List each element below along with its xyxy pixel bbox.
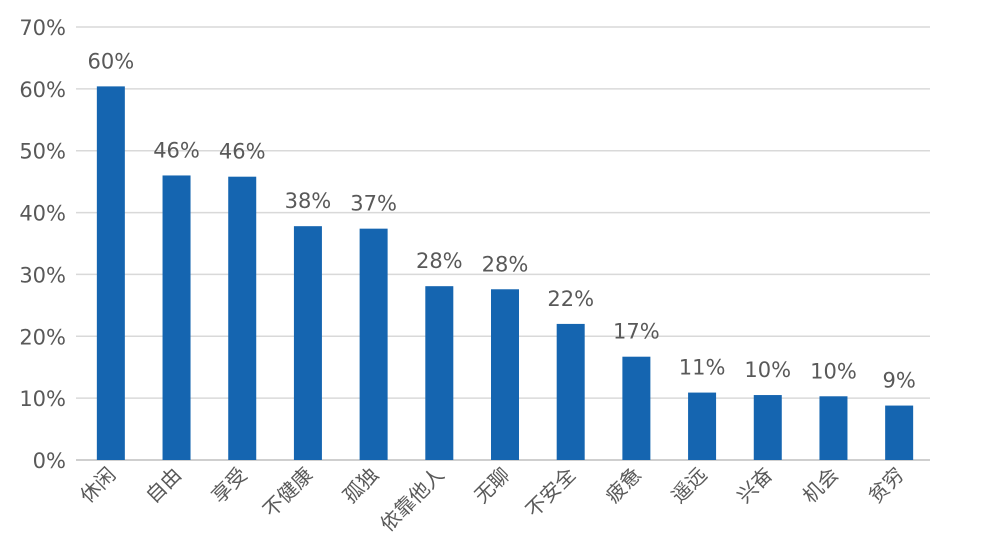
y-tick-label: 10% xyxy=(19,387,66,411)
bar xyxy=(688,392,717,460)
data-label: 22% xyxy=(547,287,594,311)
bar xyxy=(228,176,257,461)
data-label: 46% xyxy=(153,138,200,162)
bar xyxy=(622,356,651,460)
x-tick-label: 机会 xyxy=(798,463,843,508)
bar xyxy=(425,286,454,460)
bar xyxy=(491,289,519,460)
data-label: 46% xyxy=(219,140,266,164)
bar xyxy=(556,323,585,460)
bar xyxy=(819,396,848,460)
x-tick-label: 遥远 xyxy=(666,463,711,508)
bar xyxy=(96,86,125,460)
y-tick-label: 0% xyxy=(33,449,66,473)
data-label: 17% xyxy=(613,320,660,344)
bar xyxy=(293,226,322,460)
bar xyxy=(359,228,388,460)
data-labels: 60% 46% 46% 38% 37% 28% 28% 22% 17% 11% 10% 10% 9% xyxy=(88,49,916,392)
x-tick-label: 不健康 xyxy=(258,463,317,522)
y-tick-label: 40% xyxy=(19,202,66,226)
x-tick-label: 疲惫 xyxy=(601,463,646,508)
x-tick-label: 无聊 xyxy=(469,463,514,508)
y-tick-label: 20% xyxy=(19,325,66,349)
data-label: 28% xyxy=(482,252,529,276)
data-label: 28% xyxy=(416,249,463,273)
x-tick-label: 享受 xyxy=(207,463,252,508)
x-tick-label: 自由 xyxy=(141,463,186,508)
data-label: 10% xyxy=(810,359,857,383)
bar xyxy=(885,405,914,460)
data-label: 60% xyxy=(88,49,135,73)
bar xyxy=(162,175,191,460)
data-label: 37% xyxy=(350,192,397,216)
y-tick-label: 30% xyxy=(19,263,66,287)
y-tick-label: 70% xyxy=(19,16,66,40)
x-tick-label: 孤独 xyxy=(338,463,383,508)
x-tick-label: 兴奋 xyxy=(732,463,777,508)
data-label: 38% xyxy=(285,189,332,213)
x-tick-label: 贫穷 xyxy=(863,463,908,508)
bars xyxy=(96,86,914,461)
x-tick-label: 依靠他人 xyxy=(375,463,449,537)
y-tick-label: 60% xyxy=(19,78,66,102)
x-tick-label: 休闲 xyxy=(75,463,120,508)
x-tick-label: 不安全 xyxy=(521,463,580,522)
data-label: 10% xyxy=(744,358,791,382)
y-tick-label: 50% xyxy=(19,140,66,164)
y-axis-tick-labels: 0% 10% 20% 30% 40% 50% 60% 70% xyxy=(19,16,66,473)
data-label: 9% xyxy=(882,369,915,393)
data-label: 11% xyxy=(679,356,726,380)
bar xyxy=(753,395,782,460)
